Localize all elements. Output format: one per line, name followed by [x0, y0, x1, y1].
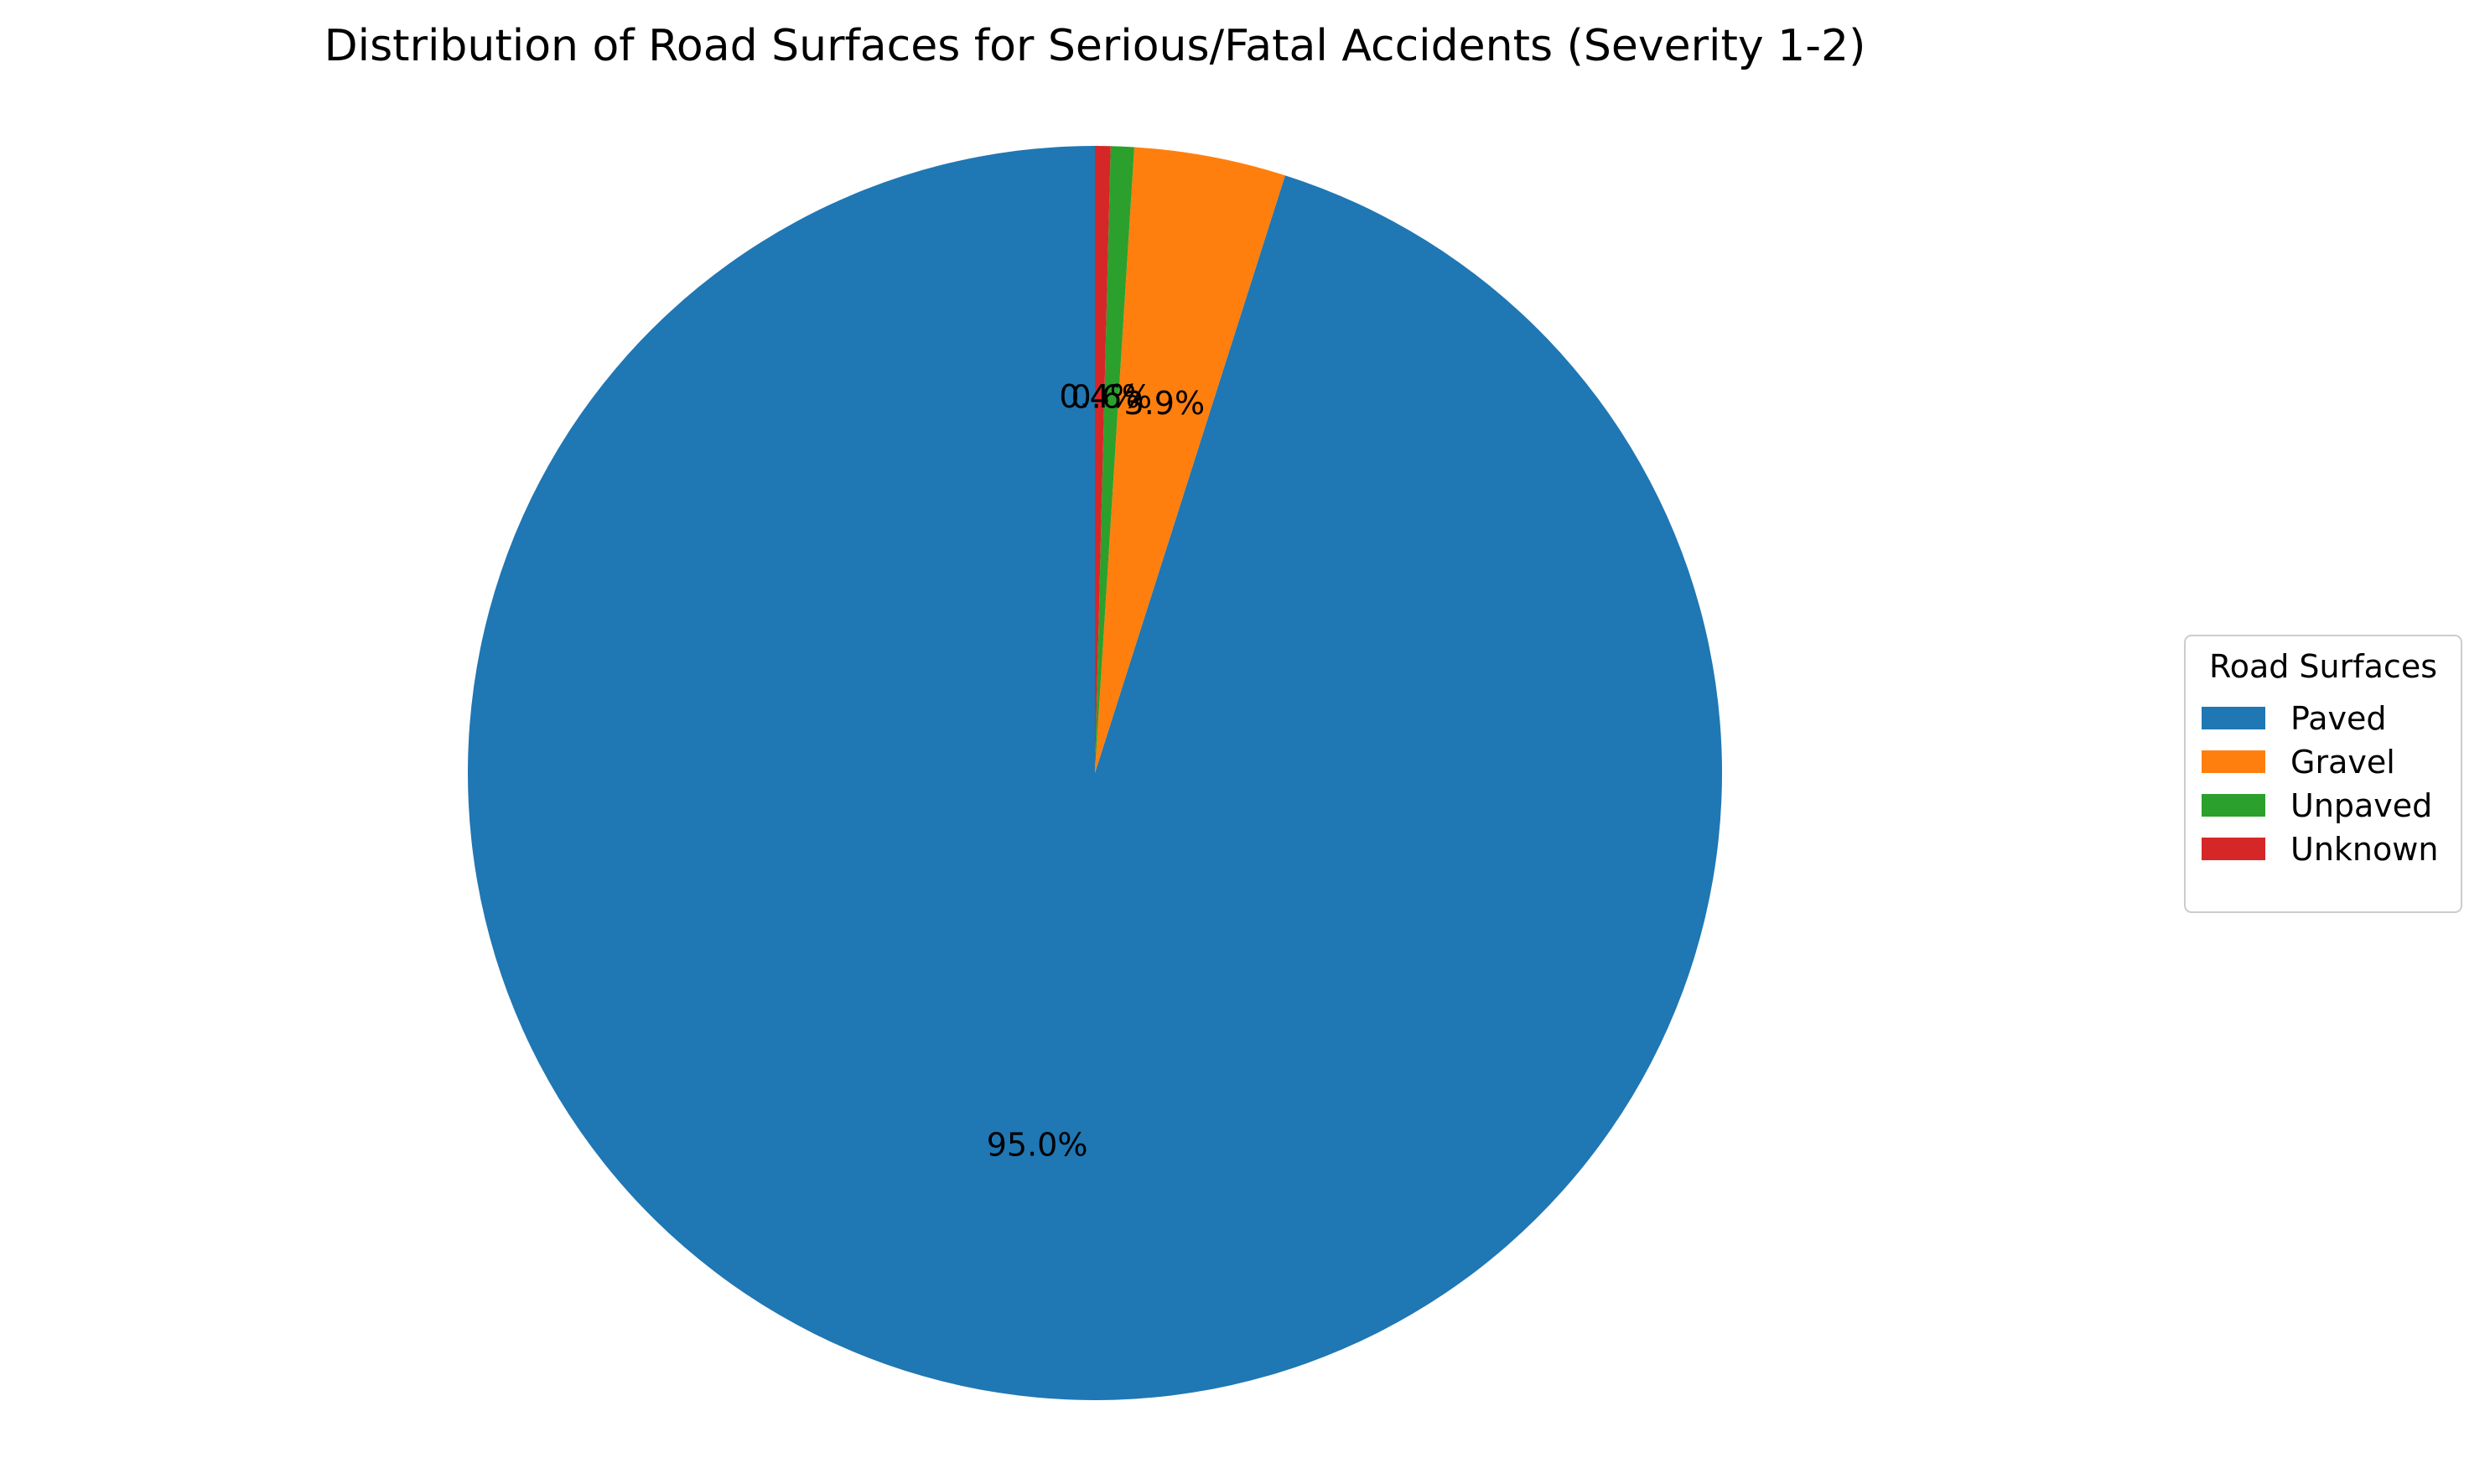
legend-items: Paved Gravel Unpaved Unknown — [2202, 700, 2438, 868]
legend: Road Surfaces Paved Gravel Unpaved Unknown — [2184, 635, 2462, 913]
pct-label-unknown: 0.4% — [1059, 378, 1140, 415]
legend-label-unpaved: Unpaved — [2290, 787, 2432, 824]
pie-percent-labels: 95.0% 3.9%0.6%0.4% — [987, 378, 1205, 1163]
legend-swatch-unpaved — [2202, 794, 2265, 817]
legend-label-paved: Paved — [2290, 700, 2386, 737]
pct-label-unpaved: 0.6% — [1071, 379, 1152, 416]
pct-label-gravel: 3.9% — [1124, 385, 1206, 422]
legend-label-gravel: Gravel — [2290, 744, 2395, 781]
legend-label-unknown: Unknown — [2290, 831, 2438, 868]
pct-label-paved: 95.0% — [987, 1126, 1088, 1163]
legend-swatch-gravel — [2202, 750, 2265, 773]
legend-title: Road Surfaces — [2209, 648, 2437, 685]
legend-swatch-unknown — [2202, 838, 2265, 860]
pie-slices — [468, 146, 1722, 1401]
pie-slice-paved — [468, 146, 1722, 1401]
pie-slice-unpaved — [1095, 146, 1135, 773]
pie-slice-gravel — [1095, 147, 1285, 774]
legend-swatch-paved — [2202, 707, 2265, 729]
chart-title: Distribution of Road Surfaces for Seriou… — [324, 21, 1866, 71]
pie-slice-unknown — [1095, 146, 1111, 773]
